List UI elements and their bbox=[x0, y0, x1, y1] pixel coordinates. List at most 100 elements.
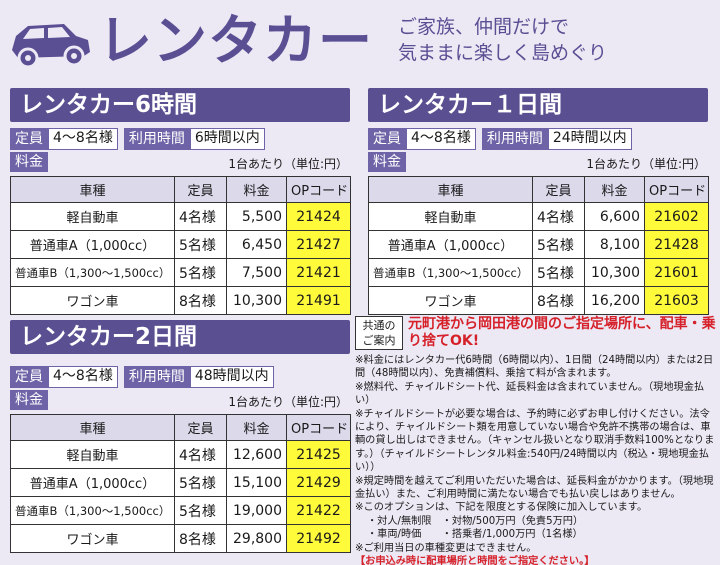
vehicle-type: ワゴン車 bbox=[368, 286, 533, 315]
column-header: 定員 bbox=[174, 414, 227, 441]
table-row: 普通車A（1,000cc） 5名様 6,450 21427 bbox=[10, 230, 351, 259]
notes-list: ※料金にはレンタカー代6時間（6時間以内）、1日間（24時間以内）または2日間（… bbox=[355, 354, 717, 565]
price-cell: 12,600 bbox=[226, 440, 287, 469]
rate-table: 車種 定員 料金 OPコード 軽自動車 4名様 6,600 21602 普通車A… bbox=[368, 176, 709, 315]
table-row: ワゴン車 8名様 29,800 21492 bbox=[10, 524, 351, 553]
note-item: ※チャイルドシートが必要な場合は、予約時に必ずお申し付けください。法令により、チ… bbox=[355, 408, 715, 474]
time-value: 24時間以内 bbox=[547, 128, 632, 150]
tagline: ご家族、仲間だけで 気ままに楽しく島めぐり bbox=[398, 14, 718, 66]
tagline-line-1: ご家族、仲間だけで bbox=[398, 16, 570, 38]
note-item: ※ご利用当日の車種変更はできません。 bbox=[355, 542, 537, 554]
notice-headline: 元町港から岡田港の間のご指定場所に、配車・乗り捨てOK! bbox=[408, 316, 716, 349]
note-item-highlight: 【お申込み時に配車場所と時間をご指定ください。】 bbox=[355, 556, 595, 565]
op-code-cell: 21601 bbox=[644, 258, 709, 287]
plan-title-bar: レンタカー2日間 bbox=[10, 320, 350, 354]
plan-info-row: 定員 4〜8名様 利用時間 6時間以内 bbox=[10, 128, 265, 150]
table-row: 普通車B（1,300〜1,500cc） 5名様 19,000 21422 bbox=[10, 496, 351, 525]
table-row: 普通車A（1,000cc） 5名様 15,100 21429 bbox=[10, 468, 351, 497]
table-row: 軽自動車 4名様 12,600 21425 bbox=[10, 440, 351, 469]
unit-note: 1台あたり（単位:円） bbox=[228, 157, 348, 171]
price-cell: 29,800 bbox=[226, 524, 287, 553]
op-code-cell: 21424 bbox=[286, 202, 351, 231]
rate-table: 車種 定員 料金 OPコード 軽自動車 4名様 5,500 21424 普通車A… bbox=[10, 176, 351, 315]
plan-title: レンタカー2日間 bbox=[20, 324, 198, 350]
note-item: ※燃料代、チャイルドシート代、延長料金は含まれていません。（現地現金払い） bbox=[355, 381, 705, 407]
plan-2-days: レンタカー2日間 定員 4〜8名様 利用時間 48時間以内 料金 1台あたり（単… bbox=[10, 320, 351, 560]
vehicle-type: 軽自動車 bbox=[10, 202, 175, 231]
unit-note: 1台あたり（単位:円） bbox=[586, 157, 706, 171]
time-value: 48時間以内 bbox=[189, 366, 274, 388]
plan-info-row: 定員 4〜8名様 利用時間 24時間以内 bbox=[368, 128, 632, 150]
capacity-cell: 8名様 bbox=[174, 524, 227, 553]
capacity-label: 定員 bbox=[10, 128, 48, 150]
table-row: ワゴン車 8名様 16,200 21603 bbox=[368, 286, 709, 315]
plan-6-hours: レンタカー6時間 定員 4〜8名様 利用時間 6時間以内 料金 1台あたり（単位… bbox=[10, 88, 351, 315]
column-header: 車種 bbox=[368, 176, 533, 203]
common-notice-box: 共通の ご案内 bbox=[355, 316, 403, 350]
price-cell: 7,500 bbox=[226, 258, 287, 287]
price-cell: 6,450 bbox=[226, 230, 287, 259]
note-item: ・対人/無制限 ・対物/500万円（免責5万円） bbox=[367, 515, 584, 527]
note-item: ※このオプションは、下記を限度とする保険に加入しています。 bbox=[355, 502, 648, 514]
op-code-cell: 21422 bbox=[286, 496, 351, 525]
capacity-cell: 4名様 bbox=[174, 440, 227, 469]
column-header: 定員 bbox=[532, 176, 585, 203]
vehicle-type: 軽自動車 bbox=[368, 202, 533, 231]
op-code-cell: 21428 bbox=[644, 230, 709, 259]
fee-label: 料金 bbox=[10, 390, 48, 410]
table-header-row: 車種 定員 料金 OPコード bbox=[10, 176, 351, 203]
table-header-row: 車種 定員 料金 OPコード bbox=[10, 414, 351, 441]
price-cell: 10,300 bbox=[584, 258, 645, 287]
capacity-value: 4〜8名様 bbox=[48, 366, 118, 388]
rate-table: 車種 定員 料金 OPコード 軽自動車 4名様 12,600 21425 普通車… bbox=[10, 414, 351, 553]
fee-label: 料金 bbox=[10, 152, 48, 172]
price-cell: 19,000 bbox=[226, 496, 287, 525]
op-code-cell: 21603 bbox=[644, 286, 709, 315]
plan-title-bar: レンタカー6時間 bbox=[10, 88, 350, 122]
vehicle-type: 普通車B（1,300〜1,500cc） bbox=[10, 496, 175, 525]
op-code-cell: 21491 bbox=[286, 286, 351, 315]
column-header: 料金 bbox=[226, 414, 287, 441]
price-cell: 16,200 bbox=[584, 286, 645, 315]
page-title: レンタカー bbox=[98, 9, 373, 72]
vehicle-type: 普通車B（1,300〜1,500cc） bbox=[368, 258, 533, 287]
note-item: ※規定時間を越えてご利用いただいた場合は、延長料金がかかります。（現地現金払い）… bbox=[355, 475, 714, 501]
plan-info-row: 定員 4〜8名様 利用時間 48時間以内 bbox=[10, 366, 274, 388]
table-row: 普通車B（1,300〜1,500cc） 5名様 10,300 21601 bbox=[368, 258, 709, 287]
column-header: OPコード bbox=[644, 176, 709, 203]
capacity-value: 4〜8名様 bbox=[406, 128, 476, 150]
time-label: 利用時間 bbox=[481, 128, 548, 150]
fee-label: 料金 bbox=[368, 152, 406, 172]
capacity-cell: 5名様 bbox=[532, 230, 585, 259]
capacity-cell: 5名様 bbox=[174, 230, 227, 259]
column-header: 定員 bbox=[174, 176, 227, 203]
unit-note: 1台あたり（単位:円） bbox=[228, 395, 348, 409]
capacity-cell: 4名様 bbox=[532, 202, 585, 231]
vehicle-type: 軽自動車 bbox=[10, 440, 175, 469]
op-code-cell: 21427 bbox=[286, 230, 351, 259]
vehicle-type: 普通車A（1,000cc） bbox=[368, 230, 533, 259]
op-code-cell: 21429 bbox=[286, 468, 351, 497]
vehicle-type: ワゴン車 bbox=[10, 524, 175, 553]
notice-box-line-2: ご案内 bbox=[362, 334, 396, 347]
notice-box-line-1: 共通の bbox=[362, 319, 396, 332]
time-label: 利用時間 bbox=[123, 128, 190, 150]
price-cell: 6,600 bbox=[584, 202, 645, 231]
column-header: OPコード bbox=[286, 414, 351, 441]
op-code-cell: 21421 bbox=[286, 258, 351, 287]
column-header: OPコード bbox=[286, 176, 351, 203]
capacity-cell: 5名様 bbox=[174, 258, 227, 287]
table-row: 軽自動車 4名様 6,600 21602 bbox=[368, 202, 709, 231]
column-header: 料金 bbox=[584, 176, 645, 203]
capacity-cell: 5名様 bbox=[532, 258, 585, 287]
car-icon bbox=[6, 14, 94, 70]
op-code-cell: 21602 bbox=[644, 202, 709, 231]
vehicle-type: ワゴン車 bbox=[10, 286, 175, 315]
table-row: 普通車A（1,000cc） 5名様 8,100 21428 bbox=[368, 230, 709, 259]
capacity-cell: 8名様 bbox=[174, 286, 227, 315]
time-value: 6時間以内 bbox=[189, 128, 265, 150]
capacity-cell: 5名様 bbox=[174, 496, 227, 525]
capacity-label: 定員 bbox=[10, 366, 48, 388]
header: レンタカー ご家族、仲間だけで 気ままに楽しく島めぐり bbox=[0, 0, 720, 84]
